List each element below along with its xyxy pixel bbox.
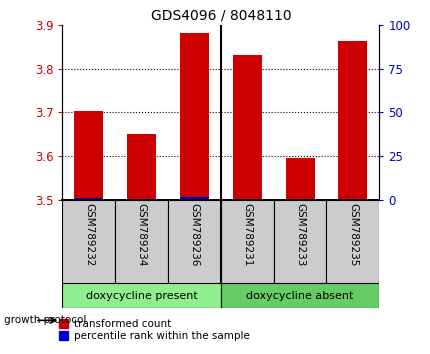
Bar — [273, 200, 326, 283]
Text: doxycycline present: doxycycline present — [86, 291, 197, 301]
Text: GSM789234: GSM789234 — [136, 202, 146, 266]
Bar — [115, 200, 168, 283]
Bar — [285, 199, 314, 200]
Text: growth protocol: growth protocol — [4, 315, 86, 325]
Bar — [180, 33, 209, 200]
Bar — [220, 200, 273, 283]
Text: GSM789236: GSM789236 — [189, 202, 199, 266]
Text: GSM789233: GSM789233 — [295, 202, 304, 266]
Bar — [74, 198, 103, 200]
Bar — [62, 200, 115, 283]
Bar — [232, 199, 261, 200]
Bar — [127, 199, 156, 200]
Bar — [74, 111, 103, 200]
Text: GSM789231: GSM789231 — [242, 202, 252, 266]
Bar — [180, 198, 209, 200]
Title: GDS4096 / 8048110: GDS4096 / 8048110 — [150, 8, 291, 22]
Legend: transformed count, percentile rank within the sample: transformed count, percentile rank withi… — [57, 317, 251, 343]
Text: doxycycline absent: doxycycline absent — [246, 291, 353, 301]
Text: GSM789232: GSM789232 — [84, 202, 94, 266]
Bar — [338, 199, 366, 200]
Bar — [127, 134, 156, 200]
Bar — [326, 200, 378, 283]
Bar — [62, 283, 221, 308]
Bar — [285, 158, 314, 200]
Bar — [168, 200, 220, 283]
Text: GSM789235: GSM789235 — [347, 202, 357, 266]
Bar — [232, 55, 261, 200]
Bar — [220, 283, 378, 308]
Bar — [338, 41, 366, 200]
